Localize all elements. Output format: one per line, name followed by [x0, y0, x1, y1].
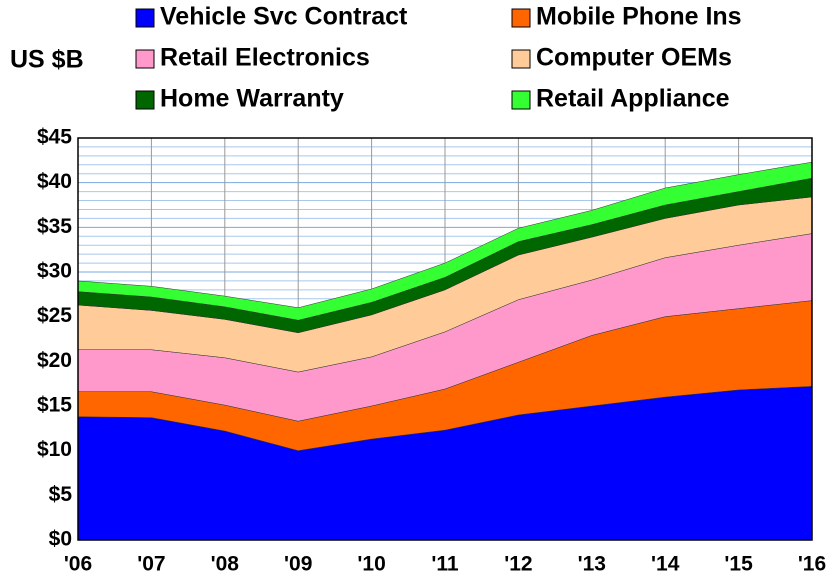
legend-swatch [135, 90, 155, 110]
y-tick-label: $30 [37, 260, 72, 283]
x-tick-label: '10 [357, 553, 385, 576]
y-tick-label: $35 [37, 215, 72, 238]
x-tick-label: '14 [651, 553, 680, 576]
legend-label: Retail Appliance [536, 85, 730, 113]
y-axis-label: US $B [10, 46, 84, 74]
legend-swatch [135, 49, 155, 69]
legend-label: Mobile Phone Ins [536, 3, 742, 31]
x-tick-label: '15 [724, 553, 753, 576]
legend-swatch [511, 49, 531, 69]
legend-label: Retail Electronics [160, 44, 370, 72]
y-tick-label: $5 [49, 483, 73, 506]
legend-swatch [511, 8, 531, 28]
y-tick-label: $10 [37, 438, 72, 461]
legend-label: Vehicle Svc Contract [160, 3, 408, 31]
y-tick-label: $25 [37, 304, 72, 327]
x-tick-label: '16 [798, 553, 826, 576]
plot-border [77, 137, 813, 541]
x-tick-label: '12 [504, 553, 532, 576]
x-tick-label: '13 [578, 553, 606, 576]
y-tick-label: $40 [37, 170, 72, 193]
y-tick-label: $45 [37, 126, 72, 149]
x-tick-label: '07 [137, 553, 165, 576]
legend-swatch [135, 8, 155, 28]
x-tick-label: '08 [211, 553, 240, 576]
y-tick-label: $0 [49, 528, 72, 551]
legend-swatch [511, 90, 531, 110]
x-tick-label: '09 [284, 553, 312, 576]
y-tick-label: $15 [37, 394, 72, 417]
legend-label: Computer OEMs [536, 44, 732, 72]
x-tick-label: '06 [64, 553, 92, 576]
legend-label: Home Warranty [160, 85, 344, 113]
x-tick-label: '11 [431, 553, 459, 576]
y-tick-label: $20 [37, 349, 72, 372]
